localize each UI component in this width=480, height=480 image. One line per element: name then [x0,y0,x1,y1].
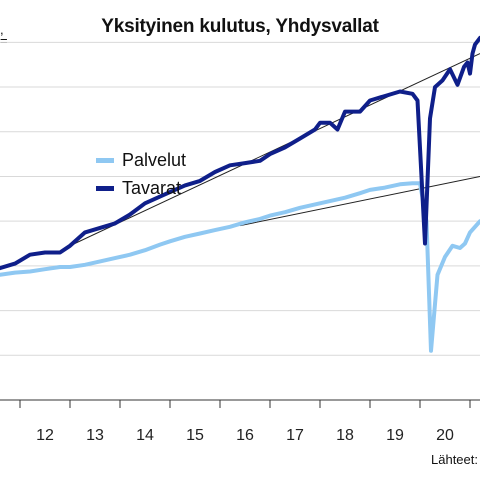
legend-label-tavarat: Tavarat [122,177,182,198]
legend-swatch-tavarat [96,185,114,191]
trend-line-tavarat [69,53,480,247]
series-line-tavarat [0,35,480,271]
chart-title: Yksityinen kulutus, Yhdysvallat [101,16,379,37]
x-tick-label: 12 [36,427,54,444]
clipped-axis-label: , = [0,22,8,48]
legend-label-palvelut: Palvelut [122,149,187,170]
x-tick-label: 15 [186,427,204,444]
x-tick-label: 20 [436,427,454,444]
x-tick-label: 18 [336,427,354,444]
legend: Palvelut Tavarat [96,146,186,202]
source-label: Lähteet: [431,452,478,467]
legend-item-palvelut: Palvelut [96,146,186,174]
x-tick-label: 13 [86,427,104,444]
series-line-palvelut [0,181,480,353]
trend-line-palvelut [239,175,480,227]
clipped-axis-mark: , = [0,22,8,48]
legend-swatch-palvelut [96,157,114,163]
x-tick-label: 14 [136,427,154,444]
x-tick-label: 16 [236,427,254,444]
legend-item-tavarat: Tavarat [96,174,186,202]
x-tick-label: 17 [286,427,304,444]
x-tick-label: 19 [386,427,404,444]
